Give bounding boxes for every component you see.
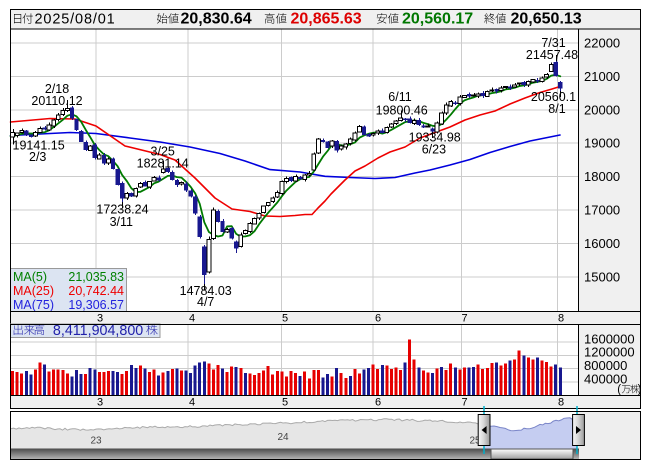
svg-text:20110.12: 20110.12 <box>31 94 82 108</box>
svg-text:1600000: 1600000 <box>584 331 635 346</box>
svg-text:18000: 18000 <box>584 169 620 184</box>
svg-text:16000: 16000 <box>584 236 620 251</box>
svg-text:3/11: 3/11 <box>110 215 133 229</box>
svg-text:15000: 15000 <box>584 269 620 284</box>
svg-text:21457.48: 21457.48 <box>526 48 578 62</box>
svg-text:22000: 22000 <box>584 36 620 51</box>
svg-text:): ) <box>638 384 642 396</box>
svg-text:8,411,904,800: 8,411,904,800 <box>53 323 143 339</box>
svg-text:19800.46: 19800.46 <box>376 104 428 118</box>
svg-text:2/18: 2/18 <box>45 82 69 96</box>
svg-text:MA(25): MA(25) <box>13 284 54 298</box>
svg-text:19000: 19000 <box>584 136 620 151</box>
svg-text:23: 23 <box>90 436 102 447</box>
svg-text:5: 5 <box>282 313 288 325</box>
svg-text:800000: 800000 <box>584 358 627 373</box>
svg-text:25: 25 <box>469 436 481 447</box>
svg-text:14784.03: 14784.03 <box>180 284 232 298</box>
svg-text:7: 7 <box>461 313 467 325</box>
svg-text:24: 24 <box>277 432 289 443</box>
svg-text:1200000: 1200000 <box>584 345 635 360</box>
svg-text:2/3: 2/3 <box>29 150 46 164</box>
svg-text:18281.14: 18281.14 <box>137 157 189 171</box>
svg-text:MA(5): MA(5) <box>13 270 47 284</box>
svg-text:5: 5 <box>282 397 288 409</box>
svg-text:19334.98: 19334.98 <box>409 131 461 145</box>
svg-text:8/1: 8/1 <box>548 102 565 116</box>
svg-text:8: 8 <box>558 397 564 409</box>
svg-text:20,650.13: 20,650.13 <box>511 11 582 28</box>
svg-text:6: 6 <box>375 313 381 325</box>
svg-text:MA(75): MA(75) <box>13 298 54 312</box>
svg-text:8: 8 <box>558 313 564 325</box>
svg-text:4: 4 <box>189 313 195 325</box>
svg-text:20,830.64: 20,830.64 <box>181 11 252 28</box>
svg-text:6/11: 6/11 <box>388 90 411 104</box>
svg-text:20,560.17: 20,560.17 <box>402 11 473 28</box>
svg-text:6/23: 6/23 <box>422 142 446 156</box>
svg-text:4: 4 <box>189 397 195 409</box>
svg-text:20560.1: 20560.1 <box>531 90 576 104</box>
svg-text:17238.24: 17238.24 <box>96 203 148 217</box>
svg-text:20,742.44: 20,742.44 <box>68 284 124 298</box>
svg-text:19,306.57: 19,306.57 <box>68 298 124 312</box>
svg-text:7: 7 <box>461 397 467 409</box>
svg-text:3/25: 3/25 <box>151 145 175 159</box>
svg-text:2025/08/01: 2025/08/01 <box>35 12 116 28</box>
svg-text:3: 3 <box>97 313 103 325</box>
svg-text:7/31: 7/31 <box>541 36 565 50</box>
svg-text:400000: 400000 <box>584 372 627 387</box>
svg-text:21,035.83: 21,035.83 <box>68 270 124 284</box>
svg-text:(: ( <box>617 384 621 396</box>
svg-text:19141.15: 19141.15 <box>13 138 65 152</box>
svg-text:4/7: 4/7 <box>197 295 214 309</box>
svg-text:20,865.63: 20,865.63 <box>291 11 362 28</box>
svg-text:17000: 17000 <box>584 203 620 218</box>
svg-text:20000: 20000 <box>584 102 620 117</box>
svg-text:21000: 21000 <box>584 69 620 84</box>
svg-text:6: 6 <box>375 397 381 409</box>
svg-text:3: 3 <box>97 397 103 409</box>
